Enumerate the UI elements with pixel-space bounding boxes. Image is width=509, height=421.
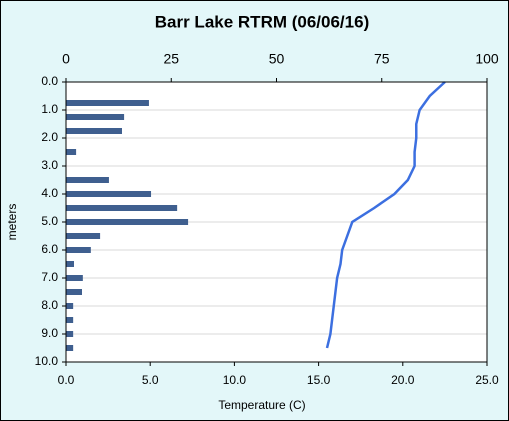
x-tick-label: 0.0 [58, 373, 75, 387]
bar [66, 149, 77, 155]
y-tick-label: 2.0 [41, 130, 58, 144]
y-tick-label: 9.0 [41, 326, 58, 340]
x2-tick-label: 100 [475, 51, 499, 67]
plot-border [65, 81, 488, 363]
x2-tick-label: 25 [163, 51, 179, 67]
bar [66, 114, 125, 120]
x2-tick-label: 0 [62, 51, 70, 67]
bar [66, 317, 74, 323]
bar [66, 345, 74, 351]
x-tick-label: 25.0 [475, 373, 499, 387]
temperature-line [325, 81, 446, 349]
bar [66, 331, 74, 337]
bar [66, 303, 74, 309]
y-tick-label: 6.0 [41, 242, 58, 256]
bar [66, 128, 122, 134]
bar [66, 100, 149, 106]
y-tick-label: 5.0 [41, 214, 58, 228]
x-axis-label: Temperature (C) [218, 398, 305, 412]
x-tick-label: 5.0 [142, 373, 159, 387]
bar [66, 247, 91, 253]
chart-title: Barr Lake RTRM (06/06/16) [155, 12, 369, 31]
bar [66, 275, 83, 281]
y-tick-label: 10.0 [35, 354, 59, 368]
y-tick-label: 8.0 [41, 298, 58, 312]
y-tick-label: 1.0 [41, 102, 58, 116]
bar [66, 191, 152, 197]
y-tick-label: 3.0 [41, 158, 58, 172]
bar [66, 233, 101, 239]
y-tick-label: 0.0 [41, 74, 58, 88]
x2-tick-label: 50 [269, 51, 285, 67]
bar [66, 261, 74, 267]
y-tick-label: 4.0 [41, 186, 58, 200]
bar [66, 289, 82, 295]
y-tick-label: 7.0 [41, 270, 58, 284]
bar [66, 177, 109, 183]
x-tick-label: 20.0 [391, 373, 415, 387]
bar [66, 219, 189, 225]
x2-tick-label: 75 [374, 51, 390, 67]
y-axis-label: meters [5, 204, 19, 241]
x-tick-label: 10.0 [223, 373, 247, 387]
x-tick-label: 15.0 [307, 373, 331, 387]
bar [66, 205, 178, 211]
